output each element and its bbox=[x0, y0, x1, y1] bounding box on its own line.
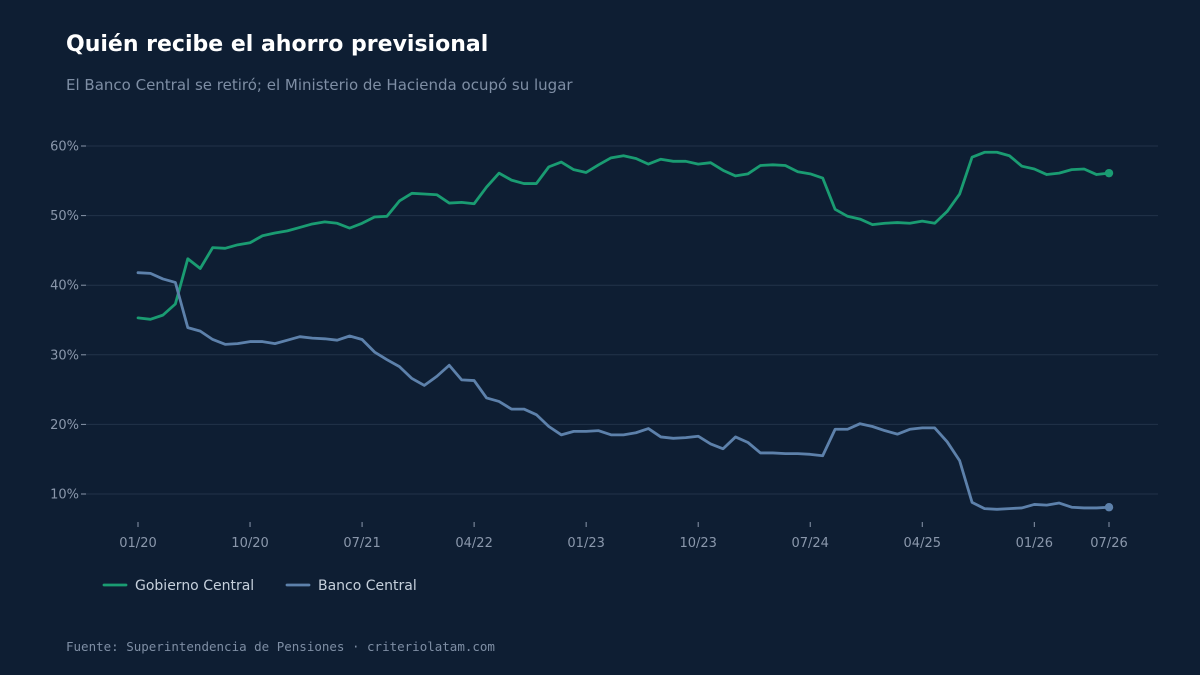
axis-labels: 10% 20% 30% 40% 50% 60% 01/20 10/20 07/21 04/22 01… bbox=[50, 140, 1128, 552]
legend-label-banco-central: Banco Central bbox=[318, 578, 417, 594]
y-tick-label: 20% bbox=[50, 418, 79, 433]
series-line-gobierno-central bbox=[136, 150, 1111, 321]
x-tick-label: 07/21 bbox=[343, 536, 380, 551]
y-tick-label: 10% bbox=[50, 488, 79, 503]
gridlines bbox=[86, 145, 1158, 495]
x-tick-label: 07/26 bbox=[1090, 536, 1127, 551]
legend-label-gobierno-central: Gobierno Central bbox=[135, 578, 254, 594]
y-tick-label: 40% bbox=[50, 279, 79, 294]
legend: Gobierno Central Banco Central bbox=[102, 578, 417, 594]
y-tick-label: 50% bbox=[50, 209, 79, 224]
series-line-banco-central bbox=[136, 271, 1111, 511]
x-tick-label: 04/22 bbox=[455, 536, 492, 551]
series-endpoint-gobierno-central bbox=[1104, 168, 1114, 178]
y-tick-label: 30% bbox=[50, 348, 79, 363]
source-note: Fuente: Superintendencia de Pensiones · … bbox=[66, 639, 495, 654]
series-lines bbox=[136, 150, 1114, 512]
x-tick-label: 01/26 bbox=[1016, 536, 1053, 551]
x-tick-label: 10/23 bbox=[679, 536, 716, 551]
x-tick-label: 07/24 bbox=[791, 536, 828, 551]
chart-subtitle: El Banco Central se retiró; el Ministeri… bbox=[66, 76, 573, 94]
x-tick-label: 01/20 bbox=[119, 536, 156, 551]
series-endpoint-banco-central bbox=[1104, 503, 1114, 512]
x-tick-label: 01/23 bbox=[567, 536, 604, 551]
x-tick-label: 04/25 bbox=[904, 536, 941, 551]
x-tick-label: 10/20 bbox=[231, 536, 268, 551]
y-tick-label: 60% bbox=[50, 140, 79, 155]
chart-title: Quién recibe el ahorro previsional bbox=[66, 32, 489, 57]
